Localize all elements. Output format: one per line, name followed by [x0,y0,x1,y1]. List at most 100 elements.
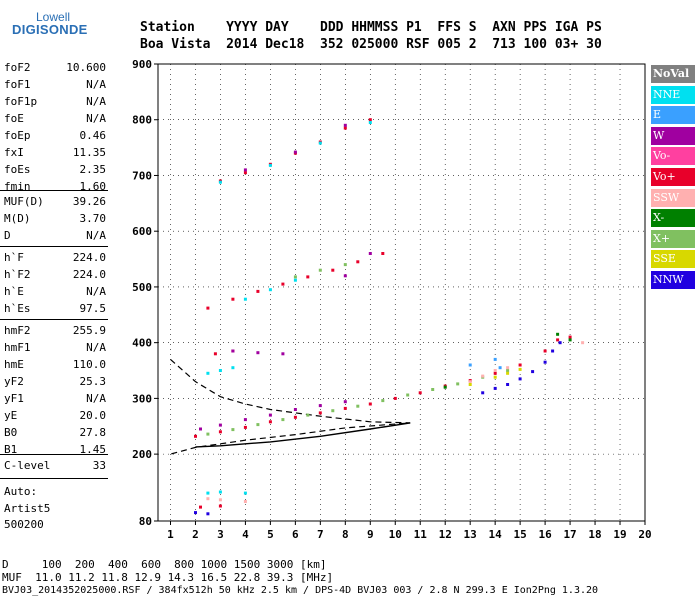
y-tick-label: 400 [132,337,152,350]
x-tick-label: 9 [367,528,374,541]
echo-point [243,168,247,172]
x-tick-label: 12 [439,528,452,541]
y-tick-label: 80 [139,515,152,528]
param-row: h`E N/A [4,285,106,302]
param-name: hmE [4,358,24,371]
param-row: foF1p N/A [4,95,106,112]
x-tick-label: 18 [588,528,601,541]
echo-point [306,275,310,279]
param-value: N/A [86,392,106,405]
param-value: N/A [86,285,106,298]
x-tick-label: 5 [267,528,274,541]
param-row: foEs 2.35 [4,163,106,180]
echo-point [356,404,360,408]
param-name: foEs [4,163,31,176]
echo-point [281,282,285,286]
x-tick-label: 16 [538,528,552,541]
param-row: h`F 224.0 [4,251,106,268]
echo-point [531,370,535,374]
echo-point [293,275,297,279]
echo-point [318,404,322,408]
legend-item-x-: X+ [651,229,695,248]
profile-dashed-line [170,358,411,455]
param-value: 2.35 [79,163,107,176]
echo-point [368,252,372,255]
echo-point [393,396,397,400]
header-labels: Station YYYY DAY DDD HHMMSS P1 FFS S AXN… [140,20,602,35]
echo-point [194,511,197,515]
x-tick-label: 4 [242,528,249,541]
param-row: fmin 1.60 [4,180,106,197]
echo-point [293,408,297,411]
echo-point [256,423,260,427]
legend-item-noval: NoVal [651,65,695,83]
echo-point [199,505,202,509]
echo-point [581,341,585,345]
echo-point [493,375,497,379]
param-name: foF2 [4,61,31,74]
echo-point [368,402,372,406]
series-nnw [194,341,562,516]
x-tick-label: 10 [389,528,402,541]
footer-muf: MUF 11.0 11.2 11.8 12.9 14.3 16.5 22.8 3… [2,571,334,584]
param-value: N/A [86,78,106,91]
param-name: hmF2 [4,324,31,337]
param-row: yF1 N/A [4,392,106,409]
echo-point [268,163,272,167]
legend-item-sse: SSE [651,250,695,269]
echo-point [268,420,272,424]
echo-point [568,338,572,342]
param-row: foF2 10.600 [4,61,106,78]
echo-point [368,118,372,122]
echo-point [218,430,222,434]
footer-file-info: BVJ03_2014352025000.RSF / 384fx512h 50 k… [2,585,599,596]
echo-point [568,335,572,339]
y-tick-label: 200 [132,448,152,461]
y-axis-ticks: 80 200 300 400 500 600 700 800 900 [132,58,158,528]
profile-curves [170,358,411,455]
logo-digisonde: DIGISONDE [12,22,88,37]
echo-point [456,382,460,386]
param-name: h`Es [4,302,31,315]
x-tick-label: 8 [342,528,349,541]
param-value: 39.26 [72,195,106,208]
param-value: 10.600 [66,61,106,74]
echo-point [318,141,322,145]
echo-point [481,374,485,378]
series-vo- [194,118,572,509]
footer-distance: D 100 200 400 600 800 1000 1500 3000 [km… [2,558,327,571]
y-tick-label: 800 [132,114,152,127]
y-tick-label: 900 [132,58,152,71]
param-value: 97.5 [79,302,107,315]
echo-point [206,497,210,501]
echo-point [293,278,297,282]
echo-point [481,391,485,395]
echo-point [293,150,297,154]
echo-point [213,352,217,356]
param-name: yF2 [4,375,24,388]
auto-scaling-code: 500200 [4,518,44,531]
echo-point [206,512,210,516]
profile-solid-line [195,422,411,448]
echo-point [218,498,222,502]
series-nne [206,121,372,495]
echo-point [231,366,235,370]
series-x- [443,332,572,389]
param-value: N/A [86,112,106,125]
x-tick-label: 15 [514,528,527,541]
x-tick-label: 3 [217,528,224,541]
legend-item-nne: NNE [651,85,695,104]
echo-point [556,338,560,342]
param-row: yF2 25.3 [4,375,106,392]
param-row: C-level 33 [4,459,106,476]
echo-point [518,363,522,367]
auto-scaling-label: Auto: [4,485,38,498]
echo-point [493,386,497,390]
echo-point [343,263,347,267]
param-row: M(D) 3.70 [4,212,106,229]
separator [0,319,108,320]
echo-point [318,411,322,415]
echo-point [293,415,297,419]
echo-point [218,180,222,184]
header-values: Boa Vista 2014 Dec18 352 025000 RSF 005 … [140,37,602,52]
